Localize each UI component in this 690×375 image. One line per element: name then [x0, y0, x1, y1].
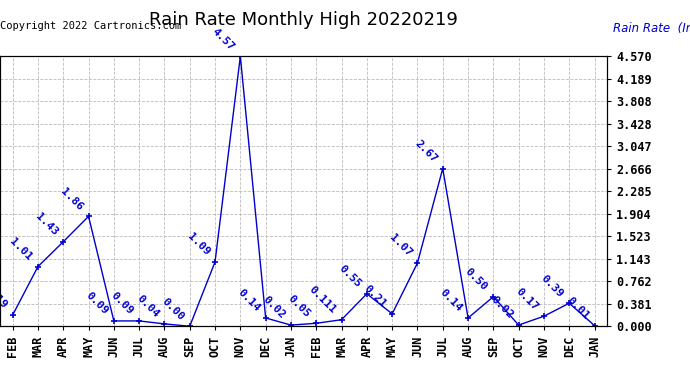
Text: 0.14: 0.14	[438, 288, 464, 314]
Text: 0.00: 0.00	[160, 296, 186, 322]
Text: 0.19: 0.19	[0, 285, 9, 311]
Text: 1.43: 1.43	[33, 211, 59, 238]
Text: 0.04: 0.04	[135, 294, 161, 320]
Text: 1.01: 1.01	[8, 236, 34, 262]
Text: 1.09: 1.09	[185, 231, 211, 258]
Text: Copyright 2022 Cartronics.com: Copyright 2022 Cartronics.com	[0, 21, 181, 31]
Text: 0.50: 0.50	[464, 266, 490, 292]
Text: 0.05: 0.05	[286, 293, 313, 319]
Text: 0.39: 0.39	[540, 273, 566, 299]
Text: Rain Rate  (Inches/Hour): Rain Rate (Inches/Hour)	[613, 21, 690, 34]
Text: 1.07: 1.07	[388, 233, 413, 259]
Text: 0.09: 0.09	[109, 291, 135, 317]
Text: 0.55: 0.55	[337, 264, 363, 290]
Text: 0.111: 0.111	[307, 285, 338, 315]
Text: 0.21: 0.21	[362, 284, 388, 310]
Text: 2.67: 2.67	[413, 138, 439, 164]
Text: 0.02: 0.02	[489, 295, 515, 321]
Text: 0.17: 0.17	[514, 286, 540, 312]
Text: Rain Rate Monthly High 20220219: Rain Rate Monthly High 20220219	[149, 11, 458, 29]
Text: 0.14: 0.14	[236, 288, 262, 314]
Text: 4.57: 4.57	[210, 26, 237, 52]
Text: 1.86: 1.86	[59, 186, 85, 212]
Text: 0.01: 0.01	[564, 296, 591, 321]
Text: 0.02: 0.02	[261, 295, 287, 321]
Text: 0.09: 0.09	[84, 291, 110, 317]
